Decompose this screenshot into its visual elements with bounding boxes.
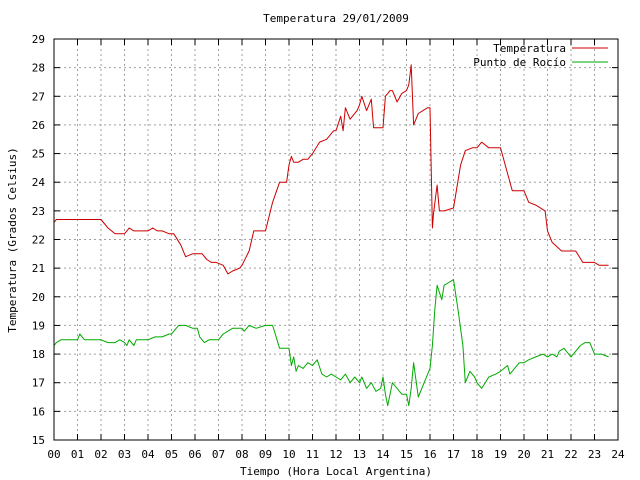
legend-label-punto-de-rocio: Punto de Rocío [473, 56, 566, 69]
xtick-label: 09 [259, 448, 272, 461]
ytick-label: 18 [32, 348, 45, 361]
xtick-label: 08 [235, 448, 248, 461]
xtick-label: 21 [541, 448, 554, 461]
xtick-label: 23 [588, 448, 601, 461]
xtick-label: 00 [47, 448, 60, 461]
xtick-label: 13 [353, 448, 366, 461]
xtick-label: 01 [71, 448, 84, 461]
xtick-label: 20 [517, 448, 530, 461]
ytick-label: 28 [32, 62, 45, 75]
xtick-label: 02 [94, 448, 107, 461]
y-axis-label: Temperatura (Grados Celsius) [6, 147, 19, 332]
ytick-label: 15 [32, 434, 45, 447]
xtick-label: 16 [423, 448, 436, 461]
ytick-label: 23 [32, 205, 45, 218]
ytick-label: 21 [32, 262, 45, 275]
ytick-label: 27 [32, 90, 45, 103]
ytick-label: 19 [32, 319, 45, 332]
series-line-punto-de-rocio [53, 279, 609, 407]
series-lines [53, 64, 609, 407]
chart-title: Temperatura 29/01/2009 [263, 12, 409, 25]
grid [54, 39, 618, 440]
xtick-label: 14 [376, 448, 390, 461]
ytick-label: 26 [32, 119, 45, 132]
xtick-label: 05 [165, 448, 178, 461]
legend: Temperatura Punto de Rocío [473, 42, 608, 69]
xtick-label: 11 [306, 448, 319, 461]
ytick-label: 22 [32, 234, 45, 247]
xtick-label: 15 [400, 448, 413, 461]
x-tick-labels: 00 01 02 03 04 05 06 07 08 09 10 11 12 13 14 15 16 17 18 19… [47, 448, 625, 461]
xtick-label: 18 [470, 448, 483, 461]
x-axis-label: Tiempo (Hora Local Argentina) [240, 465, 432, 478]
xtick-label: 04 [141, 448, 155, 461]
ytick-label: 17 [32, 377, 45, 390]
xtick-label: 07 [212, 448, 225, 461]
ytick-label: 16 [32, 405, 45, 418]
xtick-label: 19 [494, 448, 507, 461]
ytick-label: 20 [32, 291, 45, 304]
xtick-label: 06 [188, 448, 201, 461]
series-line-temperatura [53, 64, 609, 275]
legend-label-temperatura: Temperatura [493, 42, 566, 55]
ticks [53, 38, 619, 441]
xtick-label: 12 [329, 448, 342, 461]
xtick-label: 17 [447, 448, 460, 461]
ytick-label: 25 [32, 148, 45, 161]
ytick-label: 24 [32, 176, 46, 189]
ytick-label: 29 [32, 33, 45, 46]
xtick-label: 22 [564, 448, 577, 461]
xtick-label: 03 [118, 448, 131, 461]
xtick-label: 10 [282, 448, 295, 461]
xtick-label: 24 [611, 448, 625, 461]
y-tick-labels: 15 16 17 18 19 20 21 22 23 24 25 26 27 28 29 [32, 33, 46, 447]
